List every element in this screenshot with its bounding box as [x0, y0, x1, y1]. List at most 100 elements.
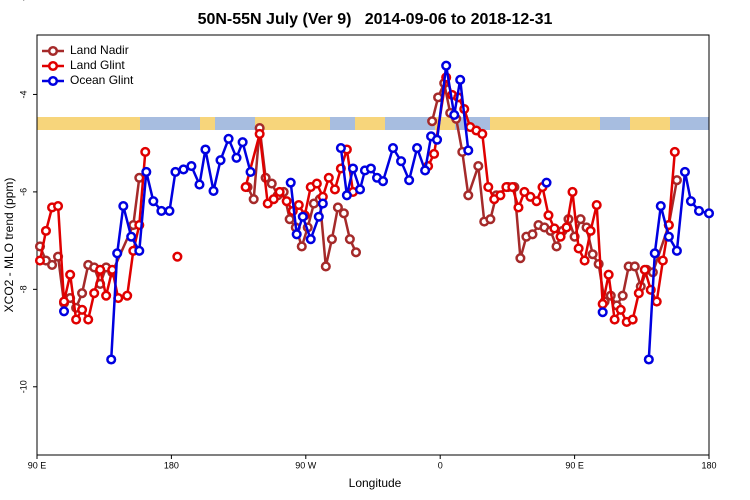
data-point — [178, 164, 189, 175]
data-point — [354, 184, 366, 195]
data-point — [296, 241, 307, 252]
data-point — [365, 163, 376, 174]
data-point — [685, 196, 696, 207]
data-point — [485, 214, 496, 225]
data-point — [284, 214, 295, 225]
data-point — [585, 225, 596, 236]
data-point — [186, 161, 197, 172]
data-point — [326, 234, 337, 245]
data-point — [441, 60, 452, 71]
data-point — [215, 155, 226, 166]
data-point — [112, 248, 123, 259]
data-point — [335, 142, 346, 154]
data-point — [561, 222, 572, 233]
series-line — [38, 81, 679, 310]
data-point — [655, 200, 666, 212]
data-point — [643, 354, 654, 365]
data-point — [65, 269, 76, 280]
data-point — [200, 144, 211, 155]
legend-marker — [47, 75, 59, 87]
data-point — [473, 161, 484, 172]
x-tick-label: 0 — [438, 460, 443, 470]
data-point — [293, 199, 304, 211]
data-point — [615, 304, 626, 315]
data-point — [71, 314, 82, 325]
data-point — [231, 152, 242, 163]
data-point — [609, 314, 620, 325]
x-tick-label: 90 E — [28, 460, 47, 470]
data-point — [237, 137, 248, 148]
data-point — [148, 196, 159, 207]
series — [34, 72, 680, 328]
data-point — [515, 253, 526, 264]
data-point — [118, 200, 129, 212]
data-point — [463, 190, 474, 201]
data-point — [341, 190, 352, 201]
data-point — [387, 142, 399, 154]
data-point — [463, 145, 474, 156]
x-tick-label: 90 E — [565, 460, 584, 470]
data-point — [332, 202, 343, 213]
data-point — [669, 146, 680, 157]
data-point — [483, 181, 494, 193]
map-strip — [37, 117, 709, 130]
series-line — [109, 64, 710, 360]
data-point — [404, 175, 415, 186]
data-point — [663, 231, 674, 242]
series-line — [38, 76, 677, 324]
data-point — [567, 186, 578, 197]
y-tick-label: -8 — [18, 285, 28, 293]
data-point — [268, 194, 279, 205]
data-point — [679, 166, 691, 177]
data-point — [266, 178, 277, 189]
data-point — [305, 234, 316, 245]
data-point — [347, 163, 359, 174]
data-point — [543, 210, 554, 221]
data-point — [194, 179, 205, 190]
data-point — [551, 241, 562, 252]
data-point — [651, 296, 662, 307]
data-point — [58, 306, 70, 317]
y-tick-label: -10 — [18, 380, 28, 393]
data-point — [633, 288, 644, 299]
data-point — [317, 198, 328, 209]
data-point — [122, 290, 133, 301]
data-point — [427, 116, 438, 127]
data-point — [549, 223, 560, 234]
map-ocean — [670, 117, 709, 130]
data-point — [297, 211, 308, 222]
map-ocean — [215, 117, 255, 130]
data-point — [693, 205, 705, 216]
data-point — [449, 109, 460, 120]
data-point — [313, 211, 324, 222]
data-point — [83, 314, 94, 325]
data-point — [311, 178, 322, 189]
data-point — [396, 156, 407, 167]
map-land — [37, 117, 709, 130]
data-point — [541, 177, 552, 188]
data-point — [141, 166, 152, 177]
data-point — [320, 261, 331, 272]
data-point — [89, 288, 100, 299]
data-point — [597, 307, 608, 318]
data-point — [47, 259, 58, 271]
data-point — [77, 304, 88, 315]
data-point — [627, 314, 638, 325]
data-point — [240, 181, 251, 193]
data-point — [703, 208, 715, 219]
data-point — [101, 290, 112, 301]
data-point — [573, 243, 584, 254]
data-point — [245, 166, 256, 177]
legend-label: Land Nadir — [70, 43, 129, 57]
data-point — [140, 146, 151, 157]
data-point — [555, 231, 566, 242]
data-point — [126, 231, 137, 242]
y-tick-label: -6 — [18, 188, 28, 196]
legend-label: Ocean Glint — [70, 73, 134, 87]
data-point — [329, 184, 340, 195]
data-point — [617, 290, 628, 301]
map-ocean — [330, 117, 355, 130]
data-point — [34, 255, 46, 266]
data-point — [639, 264, 650, 275]
